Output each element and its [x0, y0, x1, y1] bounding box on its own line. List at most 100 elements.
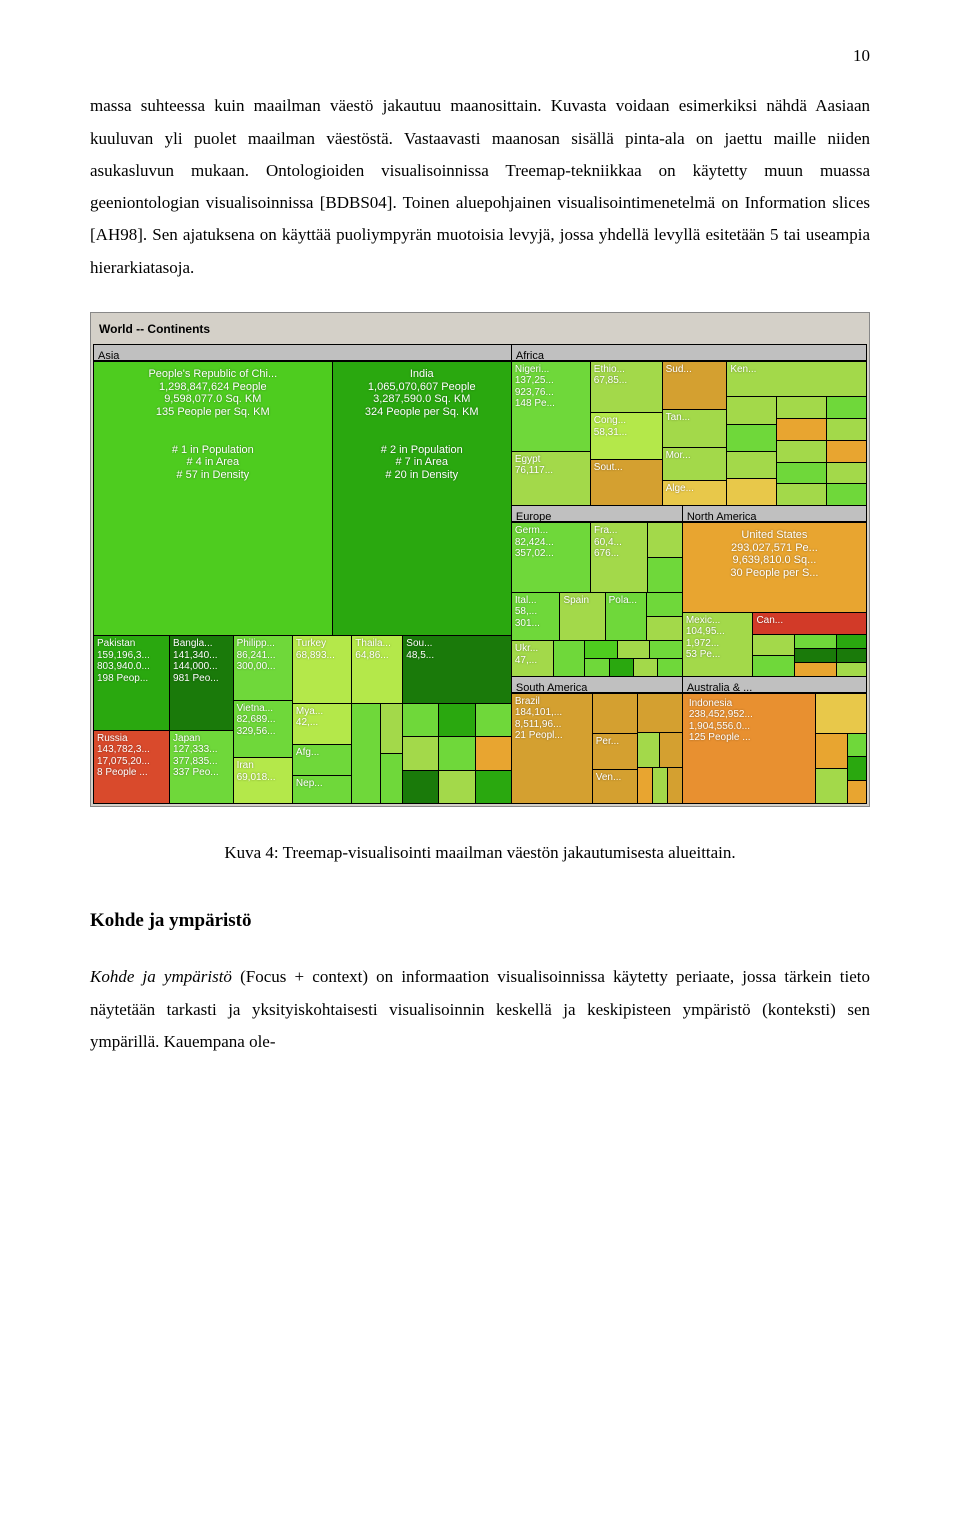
country-cell[interactable] — [753, 635, 794, 655]
country-philipp[interactable]: Philipp...86,241...300,00... — [234, 636, 292, 699]
country-cell[interactable] — [439, 704, 474, 736]
country-iran[interactable]: Iran69,018... — [234, 758, 292, 803]
country-vietna[interactable]: Vietna...82,689...329,56... — [234, 701, 292, 758]
country-nep[interactable]: Nep... — [293, 776, 351, 803]
country-can[interactable]: Can... — [753, 613, 866, 634]
country-pola[interactable]: Pola... — [606, 593, 647, 640]
country-thaila[interactable]: Thaila...64,86... — [352, 636, 402, 703]
country-cell[interactable] — [554, 641, 585, 676]
country-cell[interactable] — [638, 768, 652, 802]
country-cell[interactable] — [593, 694, 637, 733]
country-cell[interactable] — [585, 641, 617, 658]
country-cell[interactable] — [777, 397, 826, 418]
country-cell[interactable] — [837, 663, 866, 676]
country-cell[interactable] — [476, 704, 511, 736]
country-cell[interactable] — [848, 734, 866, 756]
country-cell[interactable] — [727, 479, 776, 505]
country-nigeri[interactable]: Nigeri...137,25...923,76...148 Pe... — [512, 362, 590, 451]
country-cell[interactable] — [585, 659, 608, 676]
country-sou[interactable]: Sou...48,5... — [403, 636, 511, 703]
country-egypt[interactable]: Egypt76,117... — [512, 452, 590, 505]
country-bangla[interactable]: Bangla...141,340...144,000...981 Peo... — [170, 636, 233, 729]
country-cell[interactable] — [668, 768, 682, 802]
country-cell[interactable] — [647, 593, 681, 616]
country-sout[interactable]: Sout... — [591, 460, 662, 505]
country-cell[interactable] — [381, 704, 403, 753]
country-cell[interactable] — [439, 771, 474, 803]
country-afg[interactable]: Afg... — [293, 745, 351, 775]
country-cell[interactable] — [816, 694, 866, 733]
country-cell[interactable] — [352, 704, 380, 803]
country-cell[interactable] — [848, 757, 866, 779]
country-mor[interactable]: Mor... — [663, 448, 727, 480]
country-cell[interactable] — [381, 754, 403, 803]
country-cell[interactable] — [777, 441, 826, 462]
country-cell[interactable] — [795, 635, 836, 648]
country-china[interactable]: People's Republic of Chi...1,298,847,624… — [94, 362, 332, 635]
country-mexic[interactable]: Mexic...104,95...1,972...53 Pe... — [683, 613, 753, 676]
country-russia[interactable]: Russia143,782,3...17,075,20...8 People .… — [94, 731, 169, 803]
country-ital[interactable]: Ital...58,...301... — [512, 593, 560, 640]
country-cell[interactable] — [827, 484, 866, 505]
country-japan[interactable]: Japan127,333...377,835...337 Peo... — [170, 731, 233, 803]
country-cell[interactable] — [610, 659, 633, 676]
country-cell[interactable] — [848, 781, 866, 803]
country-cell[interactable] — [837, 635, 866, 648]
country-us[interactable]: United States293,027,571 Pe...9,639,810.… — [683, 523, 866, 611]
country-cell[interactable] — [618, 641, 650, 658]
country-alge[interactable]: Alge... — [663, 481, 727, 505]
country-cell[interactable] — [727, 452, 776, 478]
country-cell[interactable] — [777, 484, 826, 505]
country-cell[interactable] — [650, 641, 682, 658]
country-cell[interactable] — [638, 733, 659, 767]
country-ken[interactable]: Ken... — [727, 362, 866, 396]
country-ethio[interactable]: Ethio...67,85... — [591, 362, 662, 412]
country-cell[interactable] — [816, 769, 847, 803]
country-ven[interactable]: Ven... — [593, 770, 637, 803]
country-cell[interactable] — [827, 419, 866, 440]
country-per[interactable]: Per... — [593, 734, 637, 769]
country-cong[interactable]: Cong...58,31... — [591, 413, 662, 459]
country-indonesia[interactable]: Indonesia238,452,952...1,904,556.0...125… — [683, 694, 815, 803]
country-tan[interactable]: Tan... — [663, 410, 727, 447]
continent-label: Australia & ... — [683, 677, 866, 693]
figure-caption: Kuva 4: Treemap-visualisointi maailman v… — [90, 837, 870, 869]
country-cell[interactable] — [403, 704, 438, 736]
country-sud[interactable]: Sud... — [663, 362, 727, 409]
country-cell[interactable] — [658, 659, 681, 676]
country-brazil[interactable]: Brazil184,101,...8,511,96...21 Peopl... — [512, 694, 592, 803]
country-cell[interactable] — [827, 397, 866, 418]
page-number: 10 — [90, 40, 870, 72]
country-cell[interactable] — [403, 737, 438, 769]
country-cell[interactable] — [653, 768, 667, 802]
country-cell[interactable] — [476, 771, 511, 803]
country-cell[interactable] — [403, 771, 438, 803]
country-cell[interactable] — [795, 663, 836, 676]
country-cell[interactable] — [634, 659, 657, 676]
country-cell[interactable] — [648, 558, 682, 592]
country-cell[interactable] — [476, 737, 511, 769]
country-ukr[interactable]: Ukr...47,... — [512, 641, 553, 676]
country-cell[interactable] — [827, 463, 866, 484]
country-india[interactable]: India1,065,070,607 People3,287,590.0 Sq.… — [333, 362, 511, 635]
country-cell[interactable] — [795, 649, 836, 662]
country-germ[interactable]: Germ...82,424...357,02... — [512, 523, 590, 592]
country-cell[interactable] — [827, 441, 866, 462]
country-spain[interactable]: Spain — [560, 593, 604, 640]
country-cell[interactable] — [837, 649, 866, 662]
country-cell[interactable] — [660, 733, 681, 767]
country-cell[interactable] — [753, 656, 794, 676]
country-cell[interactable] — [727, 425, 776, 451]
country-cell[interactable] — [638, 694, 682, 732]
country-fra[interactable]: Fra...60,4...676... — [591, 523, 647, 592]
country-cell[interactable] — [777, 463, 826, 484]
country-cell[interactable] — [647, 617, 681, 640]
country-turkey[interactable]: Turkey68,893... — [293, 636, 351, 703]
country-cell[interactable] — [777, 419, 826, 440]
country-pakistan[interactable]: Pakistan159,196,3...803,940.0...198 Peop… — [94, 636, 169, 729]
country-mya[interactable]: Mya...42,... — [293, 704, 351, 744]
country-cell[interactable] — [816, 734, 847, 768]
country-cell[interactable] — [439, 737, 474, 769]
country-cell[interactable] — [648, 523, 682, 557]
country-cell[interactable] — [727, 397, 776, 423]
